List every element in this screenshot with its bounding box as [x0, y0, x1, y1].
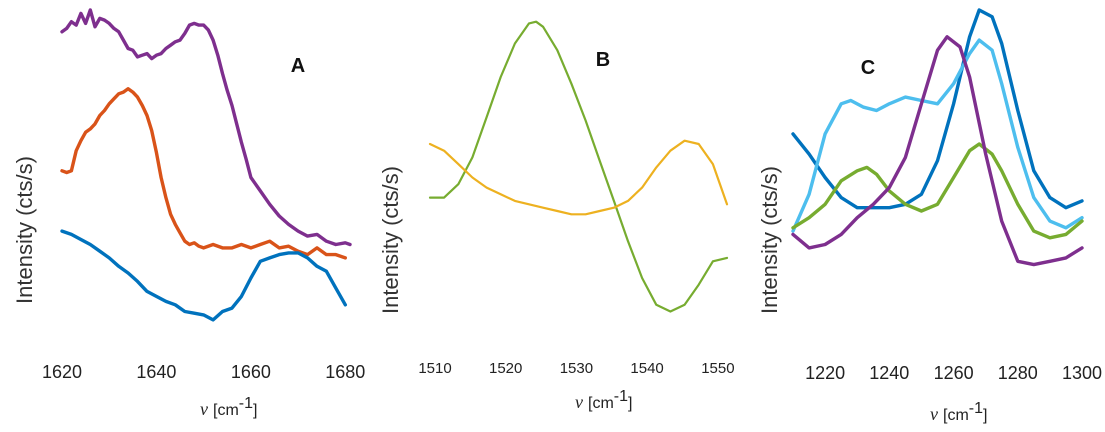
- x-tick-label: 1260: [934, 363, 974, 383]
- x-tick-label: 1550: [701, 360, 734, 377]
- y-axis-label: Intensity (cts/s): [378, 166, 403, 314]
- x-tick-label: 1660: [231, 362, 271, 382]
- x-tick-label: 1520: [489, 360, 522, 377]
- panel-label: C: [861, 57, 875, 79]
- series-line-1: [60, 8, 352, 247]
- x-axis-label: ν [cm-1]: [575, 388, 632, 412]
- x-tick-label: 1510: [418, 360, 451, 377]
- x-tick-label: 1640: [136, 362, 176, 382]
- y-axis-label: Intensity (cts/s): [12, 156, 37, 304]
- series-line-1: [428, 20, 729, 313]
- series-line-4: [791, 35, 1084, 267]
- series-line-2: [791, 38, 1084, 233]
- x-tick-label: 1620: [42, 362, 82, 382]
- panel-b: 1510 1520 1530 1540 1550 Intensity (cts/s) ν [c…: [378, 20, 735, 412]
- series-line-1: [791, 8, 1084, 210]
- x-axis-label: ν [cm-1]: [930, 400, 987, 424]
- panel-label: B: [596, 49, 610, 71]
- panel-label: A: [291, 55, 305, 77]
- x-tick-label: 1280: [998, 363, 1038, 383]
- series-line-3: [60, 229, 347, 322]
- series-line-2: [60, 86, 347, 260]
- x-tick-label: 1540: [630, 360, 663, 377]
- panel-c: 1220 1240 1260 1280 1300 Intensity (cts/s) ν [c…: [757, 8, 1102, 424]
- x-tick-label: 1220: [805, 363, 845, 383]
- x-tick-label: 1240: [869, 363, 909, 383]
- x-tick-label: 1300: [1062, 363, 1102, 383]
- series-line-3: [791, 142, 1084, 240]
- y-axis-label: Intensity (cts/s): [757, 166, 782, 314]
- panel-a: 1620 1640 1660 1680 Intensity (cts/s) ν [cm-1]…: [12, 8, 365, 419]
- x-axis-label: ν [cm-1]: [200, 395, 257, 419]
- x-tick-label: 1530: [560, 360, 593, 377]
- x-tick-label: 1680: [325, 362, 365, 382]
- series-line-2: [428, 139, 729, 216]
